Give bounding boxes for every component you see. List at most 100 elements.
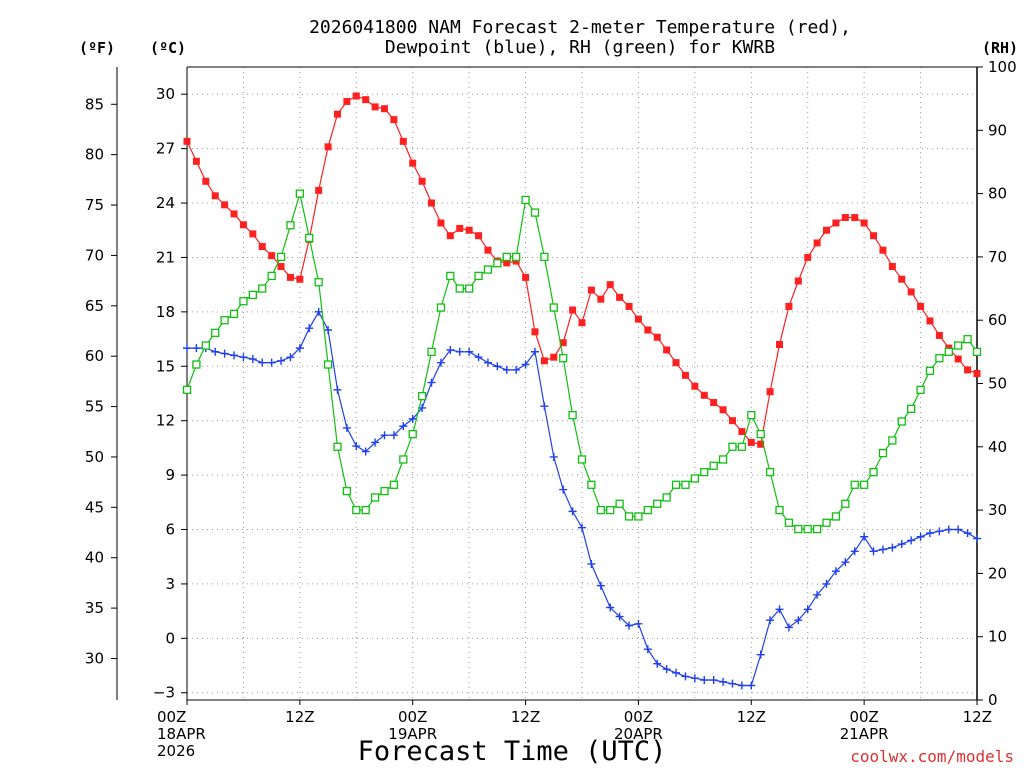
temperature-point xyxy=(879,246,887,254)
celsius-tick-label: 9 xyxy=(165,466,175,484)
rh-point xyxy=(370,493,380,502)
dewpoint-point xyxy=(653,659,662,668)
dewpoint-point xyxy=(690,674,699,683)
dewpoint-point xyxy=(775,605,784,614)
fahrenheit-tick-label: 65 xyxy=(85,297,104,315)
temperature-point xyxy=(381,105,388,113)
temperature-point xyxy=(898,275,906,283)
rh-point xyxy=(229,309,239,319)
dewpoint-point xyxy=(850,547,859,556)
dewpoint-point xyxy=(389,431,398,440)
temperature-point xyxy=(973,370,981,378)
rh-point xyxy=(775,505,784,515)
temperature-point xyxy=(239,221,247,229)
rh-point xyxy=(380,486,389,496)
temperature-point xyxy=(954,355,962,363)
temperature-point xyxy=(757,440,765,448)
temperature-point xyxy=(531,328,539,336)
x-tick-label: 2026 xyxy=(157,742,195,760)
dewpoint-point xyxy=(606,603,615,612)
celsius-tick-label: 27 xyxy=(156,140,175,158)
rh-point xyxy=(728,442,737,451)
rh-point xyxy=(972,347,982,357)
rh-point xyxy=(201,341,210,350)
rh-point xyxy=(869,467,878,477)
dewpoint-point xyxy=(935,527,944,536)
rh-point xyxy=(305,233,314,243)
rh-point xyxy=(192,360,201,369)
rh-point xyxy=(182,385,192,394)
dewpoint-point xyxy=(361,447,370,456)
credit-text: coolwx.com/models xyxy=(850,747,1014,766)
dewpoint-point xyxy=(944,525,953,534)
rh-point xyxy=(211,328,220,338)
rh-tick-label: 90 xyxy=(988,121,1007,139)
rh-point xyxy=(859,480,869,489)
temperature-point xyxy=(221,201,229,209)
dewpoint-point xyxy=(813,590,822,599)
dewpoint-point xyxy=(436,358,445,367)
dewpoint-point xyxy=(192,344,201,353)
temperature-point xyxy=(286,273,294,281)
rh-tick-label: 100 xyxy=(988,58,1017,76)
rh-point xyxy=(276,252,286,262)
temperature-point xyxy=(606,281,614,289)
celsius-tick-label: 12 xyxy=(156,412,175,430)
rh-tick-label: 10 xyxy=(988,628,1007,646)
rh-point xyxy=(333,442,342,451)
temperature-point xyxy=(794,277,802,285)
rh-point xyxy=(615,499,624,508)
dewpoint-point xyxy=(709,676,718,685)
temperature-point xyxy=(644,326,652,334)
temperature-point xyxy=(907,288,915,296)
rh-unit-label: (RH) xyxy=(982,39,1018,57)
dewpoint-point xyxy=(954,525,963,534)
dewpoint-point xyxy=(559,485,568,494)
rh-point xyxy=(888,436,897,445)
dewpoint-point xyxy=(860,532,869,541)
rh-point xyxy=(295,189,305,198)
temperature-point xyxy=(672,359,680,367)
rh-point xyxy=(907,404,916,413)
rh-point xyxy=(653,499,662,508)
rh-point xyxy=(963,335,972,344)
rh-point xyxy=(812,524,822,534)
dewpoint-point xyxy=(493,362,502,371)
rh-series-line xyxy=(186,193,978,530)
rh-point xyxy=(916,385,925,394)
temperature-point xyxy=(418,177,426,185)
dewpoint-point xyxy=(427,378,436,387)
temperature-point xyxy=(315,186,323,194)
temperature-point xyxy=(728,417,736,425)
rh-point xyxy=(784,518,794,527)
x-tick-label: 18APR xyxy=(157,725,206,743)
rh-point xyxy=(559,354,568,363)
rh-point xyxy=(737,442,747,451)
temperature-point xyxy=(183,137,191,145)
rh-point xyxy=(709,461,718,470)
temperature-point xyxy=(860,219,868,227)
temperature-point xyxy=(409,159,417,167)
rh-point xyxy=(239,297,248,306)
rh-point xyxy=(446,271,455,281)
temperature-point xyxy=(738,428,746,436)
dewpoint-point xyxy=(625,621,634,630)
dewpoint-point xyxy=(681,672,690,681)
temperature-point xyxy=(935,331,943,339)
chart-title-line2: Dewpoint (blue), RH (green) for KWRB xyxy=(385,37,775,58)
dewpoint-point xyxy=(973,534,981,543)
dewpoint-point xyxy=(380,431,389,440)
temperature-point xyxy=(352,92,360,100)
temperature-point xyxy=(776,341,783,349)
temperature-point xyxy=(550,353,558,361)
dewpoint-point xyxy=(578,523,586,532)
temperature-point xyxy=(465,226,473,234)
temperature-point xyxy=(484,246,492,254)
dewpoint-point xyxy=(342,423,351,432)
temperature-point xyxy=(268,252,276,260)
rh-point xyxy=(361,505,370,515)
series-layer xyxy=(182,92,982,690)
temperature-point xyxy=(747,438,755,446)
rh-point xyxy=(493,259,502,268)
temperature-point xyxy=(371,103,379,111)
